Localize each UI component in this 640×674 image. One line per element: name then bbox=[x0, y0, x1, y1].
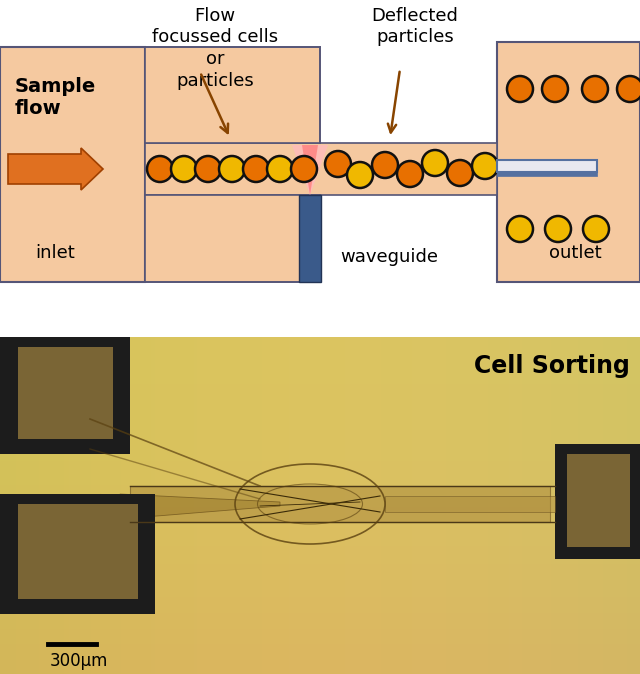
Ellipse shape bbox=[195, 156, 221, 182]
FancyArrow shape bbox=[8, 148, 103, 190]
Ellipse shape bbox=[171, 156, 197, 182]
Ellipse shape bbox=[617, 76, 640, 102]
Ellipse shape bbox=[397, 161, 423, 187]
Polygon shape bbox=[120, 494, 280, 519]
Ellipse shape bbox=[472, 153, 498, 179]
Bar bbox=[18, 504, 138, 599]
Ellipse shape bbox=[507, 76, 533, 102]
Polygon shape bbox=[302, 145, 318, 195]
Ellipse shape bbox=[243, 156, 269, 182]
Bar bbox=[567, 454, 630, 547]
Ellipse shape bbox=[147, 156, 173, 182]
Bar bbox=[0, 494, 155, 614]
Text: Sample
flow: Sample flow bbox=[15, 77, 96, 117]
Ellipse shape bbox=[219, 156, 245, 182]
Ellipse shape bbox=[582, 76, 608, 102]
Text: waveguide: waveguide bbox=[340, 248, 438, 266]
Text: Flow
focussed cells
or
particles: Flow focussed cells or particles bbox=[152, 7, 278, 90]
Bar bbox=[555, 444, 640, 559]
Ellipse shape bbox=[583, 216, 609, 242]
Ellipse shape bbox=[545, 216, 571, 242]
Bar bbox=[0, 337, 130, 454]
Ellipse shape bbox=[542, 76, 568, 102]
Bar bbox=[0, 47, 145, 282]
Polygon shape bbox=[292, 145, 328, 195]
Text: inlet: inlet bbox=[35, 244, 75, 262]
Bar bbox=[18, 347, 113, 439]
Text: outlet: outlet bbox=[548, 244, 602, 262]
Ellipse shape bbox=[347, 162, 373, 188]
Ellipse shape bbox=[372, 152, 398, 178]
Text: 300μm: 300μm bbox=[50, 652, 108, 670]
Ellipse shape bbox=[325, 151, 351, 177]
Bar bbox=[497, 42, 640, 282]
Ellipse shape bbox=[291, 156, 317, 182]
Bar bbox=[145, 143, 497, 195]
Bar bbox=[497, 160, 597, 172]
Bar bbox=[145, 195, 320, 282]
Ellipse shape bbox=[422, 150, 448, 176]
Bar bbox=[145, 47, 320, 143]
Bar bbox=[385, 496, 555, 512]
Ellipse shape bbox=[507, 216, 533, 242]
Bar bbox=[130, 486, 550, 522]
Text: Deflected
particles: Deflected particles bbox=[372, 7, 458, 47]
Ellipse shape bbox=[447, 160, 473, 186]
Ellipse shape bbox=[267, 156, 293, 182]
Bar bbox=[497, 172, 597, 176]
Text: Cell Sorting: Cell Sorting bbox=[474, 354, 630, 378]
Bar bbox=[299, 195, 321, 282]
